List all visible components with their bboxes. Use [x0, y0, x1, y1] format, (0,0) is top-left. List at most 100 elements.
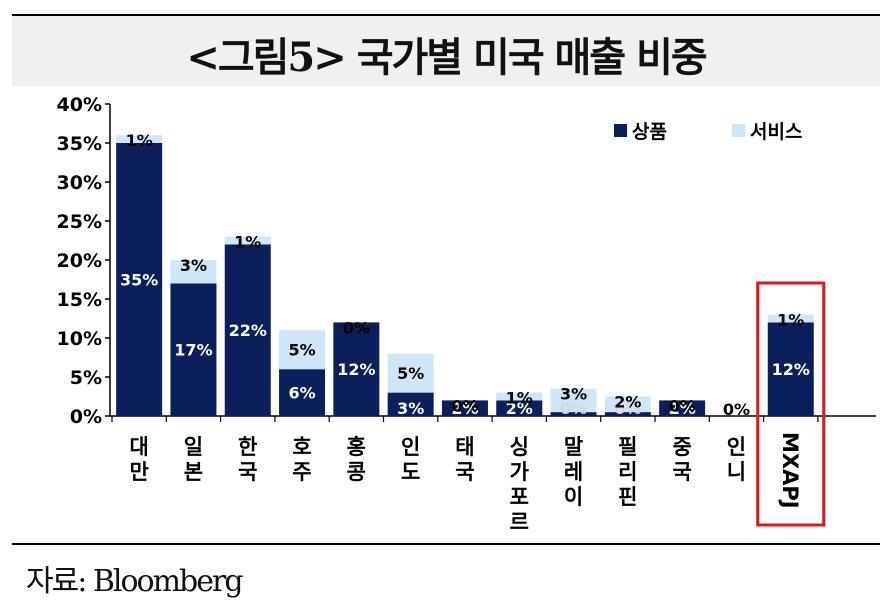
data-label-goods: 0% [723, 400, 750, 419]
data-label-services: 0% [451, 396, 478, 415]
top-rule [12, 14, 880, 16]
x-label-char: 리 [618, 460, 637, 484]
bar-goods [170, 283, 217, 416]
bar-services [279, 330, 326, 370]
bar-services [170, 260, 217, 284]
data-label-services: 3% [180, 256, 207, 275]
data-label-goods: 12% [772, 360, 810, 379]
bar-services [224, 236, 271, 245]
chart-axes: 0% 5% 10% 15% 20% 25% 30% 35% 40% [57, 94, 876, 428]
legend-swatch-goods [614, 124, 627, 137]
x-label-char: 일 [184, 435, 203, 459]
bar-goods [604, 412, 651, 416]
chart-data-labels: 35%1%17%3%22%1%6%5%12%0%3%5%2%0% 2%1%0%3%… [120, 131, 810, 419]
x-label-char: 주 [292, 460, 311, 484]
x-label-char: 태 [455, 435, 474, 459]
chart-bars [116, 135, 826, 527]
x-label-char: 인 [401, 435, 420, 459]
x-label: MXAPJ [778, 432, 802, 509]
data-label-goods: 0% [614, 399, 641, 418]
data-label-goods: 0% [560, 399, 587, 418]
y-tick-label: 35% [57, 133, 102, 155]
data-label-goods: 35% [120, 271, 158, 290]
y-tick-label: 5% [70, 367, 102, 389]
data-label-services: 0% [343, 318, 370, 337]
x-label-char: 인 [727, 435, 746, 459]
bottom-rule [12, 543, 880, 545]
bar-services [767, 314, 814, 323]
data-label-services: 5% [288, 341, 315, 360]
data-label-goods: 6% [288, 384, 315, 403]
x-label-char: 필 [618, 435, 637, 459]
data-label-services: 1% [126, 131, 153, 150]
x-label-char: 홍 [347, 435, 366, 459]
x-label-char: 만 [129, 460, 148, 484]
y-tick-label: 20% [57, 250, 102, 272]
x-label-char: 말 [564, 435, 583, 459]
bar-services [550, 388, 597, 413]
data-label-services: 1% [777, 311, 804, 330]
x-label-char: 대 [129, 435, 148, 459]
bar-services [496, 392, 543, 401]
bar-goods [279, 369, 326, 416]
bar-goods [116, 143, 163, 416]
x-label-char: 포 [510, 485, 529, 509]
data-label-services: 5% [397, 364, 424, 383]
x-label-char: 콩 [347, 460, 366, 484]
bar-goods [550, 412, 597, 416]
bar-services [604, 396, 651, 413]
legend-label-goods: 상품 [632, 121, 667, 143]
x-label-char: 싱 [510, 435, 529, 459]
bar-goods [767, 322, 814, 416]
x-label-char: 호 [292, 435, 311, 459]
bar-services [116, 135, 163, 143]
data-label-goods: 3% [397, 399, 424, 418]
highlight-box [756, 281, 826, 527]
y-tick-label: 25% [57, 211, 102, 233]
x-label-char: 중 [672, 435, 691, 459]
y-tick-label: 0% [70, 406, 102, 428]
data-label-services: 0% [669, 396, 696, 415]
y-tick-label: 40% [57, 94, 102, 116]
data-label-goods: 17% [174, 341, 212, 360]
bar-goods [333, 322, 380, 416]
bar-goods [387, 392, 434, 416]
legend-label-services: 서비스 [750, 121, 802, 143]
legend-swatch-services [732, 124, 745, 137]
data-label-goods: 12% [337, 360, 375, 379]
x-label-char: 가 [510, 460, 530, 484]
x-label-char: 르 [510, 510, 529, 534]
x-label-char: 핀 [618, 485, 637, 509]
chart-title: <그림5> 국가별 미국 매출 비중 [186, 34, 707, 81]
data-label-services: 2% [614, 393, 641, 412]
x-label-char: 한 [238, 435, 257, 459]
data-label-goods: 2% [506, 399, 533, 418]
data-label-goods: 2% [669, 399, 696, 418]
x-label-char: 국 [672, 460, 691, 484]
data-label-services: 1% [506, 389, 533, 408]
title-band: <그림5> 국가별 미국 매출 비중 [12, 16, 880, 86]
y-tick-label: 15% [57, 289, 102, 311]
x-label-char: 레 [564, 460, 583, 484]
bar-services [387, 353, 434, 393]
x-label-char: 니 [727, 460, 746, 484]
x-label-char: 본 [184, 460, 203, 484]
data-label-goods: 22% [229, 321, 267, 340]
bar-goods [441, 400, 488, 416]
bar-goods [659, 400, 706, 416]
source-note: 자료: Bloomberg [26, 564, 244, 599]
y-tick-label: 10% [57, 328, 102, 350]
x-label-char: 이 [564, 485, 583, 509]
x-label-char: 국 [455, 460, 474, 484]
data-label-goods: 2% [451, 399, 478, 418]
data-label-services: 3% [560, 385, 587, 404]
y-tick-label: 30% [57, 172, 102, 194]
bar-goods [496, 400, 543, 416]
x-label-char: 국 [238, 460, 257, 484]
x-label-char: 도 [401, 460, 420, 484]
data-label-services: 1% [234, 233, 261, 252]
bar-goods [224, 244, 271, 416]
chart-legend: 상품 서비스 [614, 121, 802, 143]
